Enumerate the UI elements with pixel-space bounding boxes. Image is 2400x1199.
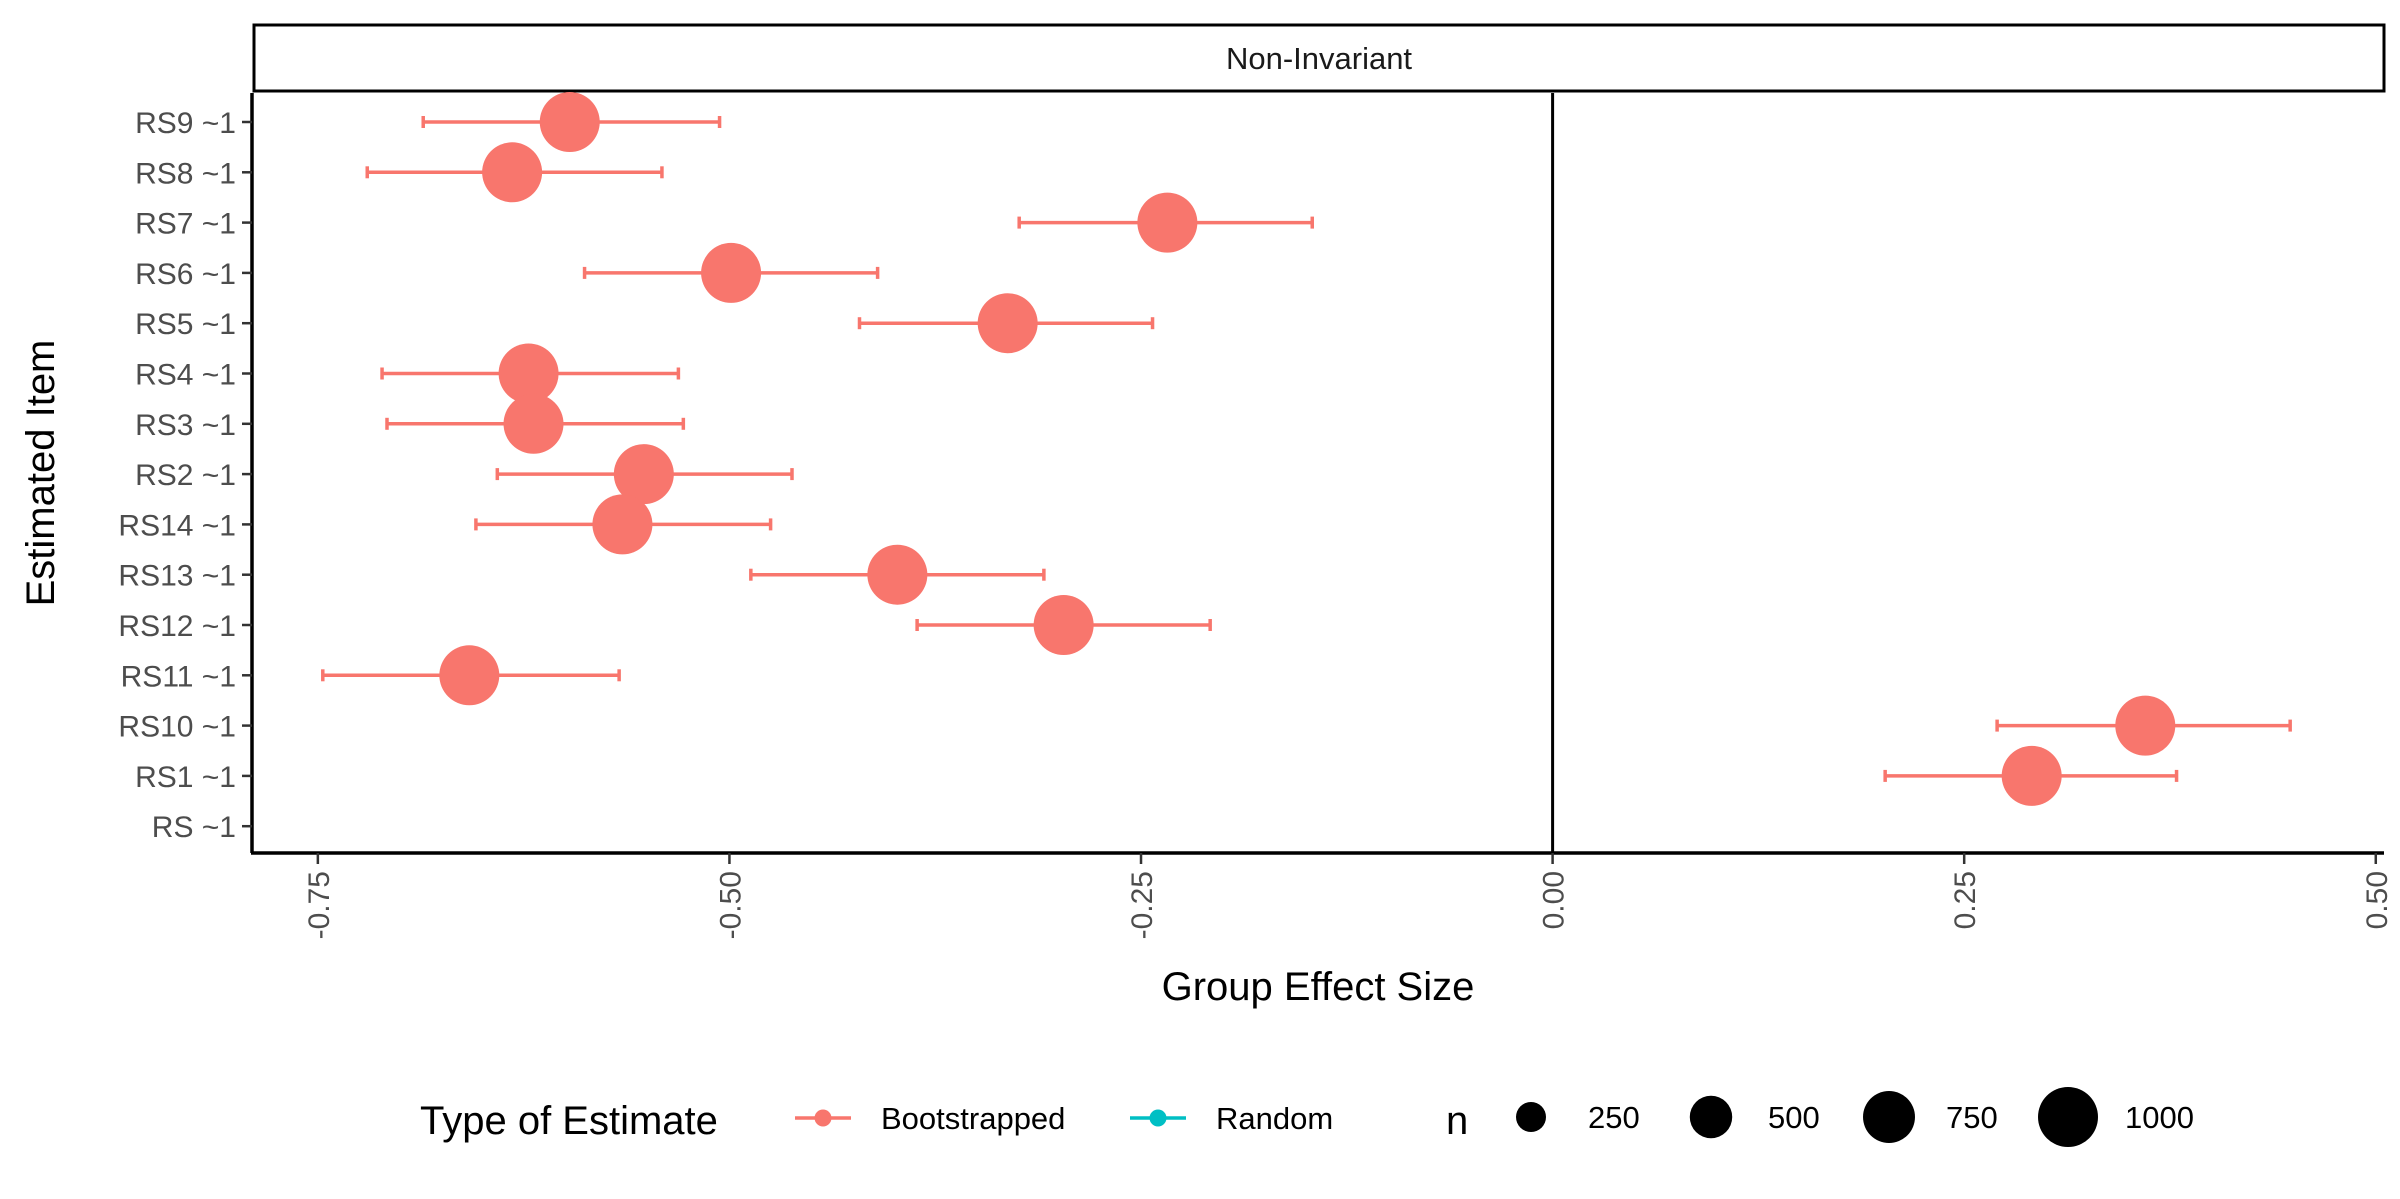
- estimate-point: [539, 92, 600, 152]
- y-tick-label: RS12 ~1: [118, 610, 236, 643]
- y-tick-label: RS6 ~1: [135, 258, 236, 291]
- legend-size-label: 1000: [2125, 1100, 2194, 1135]
- y-tick-label: RS10 ~1: [118, 711, 236, 744]
- y-tick-label: RS9 ~1: [135, 107, 236, 140]
- legend-size-point: [1516, 1102, 1546, 1132]
- legend-item-label: Random: [1216, 1101, 1333, 1136]
- facet-strip: Non-Invariant: [252, 23, 2386, 93]
- x-axis-ticks: -0.75 -0.50 -0.25 0.00 0.25 0.50: [303, 853, 2394, 939]
- legend: Type of Estimate Bootstrapped Random n 25…: [420, 1087, 2194, 1147]
- legend-item-label: Bootstrapped: [881, 1101, 1065, 1136]
- estimate-point: [503, 393, 564, 454]
- x-tick-label: -0.50: [714, 871, 747, 939]
- y-tick-label: RS7 ~1: [135, 208, 236, 241]
- legend-size-items: 250 500 750 1000: [1516, 1087, 2194, 1147]
- x-tick-label: -0.75: [303, 871, 336, 939]
- estimate-point: [592, 494, 653, 555]
- estimate-point: [1033, 595, 1094, 655]
- estimate-point: [701, 242, 762, 303]
- legend-type-items: Bootstrapped Random: [795, 1101, 1333, 1136]
- x-tick-label: 0.25: [1949, 871, 1982, 929]
- y-tick-label: RS ~1: [152, 811, 236, 844]
- estimate-point: [977, 293, 1038, 354]
- estimate-point: [867, 544, 928, 605]
- y-tick-label: RS14 ~1: [118, 509, 236, 542]
- estimate-point: [498, 343, 559, 404]
- legend-size-label: 750: [1946, 1100, 1998, 1135]
- estimate-point: [2115, 695, 2176, 756]
- legend-key-point: [814, 1109, 832, 1127]
- y-tick-label: RS13 ~1: [118, 560, 236, 593]
- y-axis-title: Estimated Item: [19, 340, 63, 607]
- facet-strip-box: [252, 23, 2386, 93]
- x-tick-label: 0.00: [1538, 871, 1571, 929]
- legend-key-point: [1149, 1109, 1167, 1127]
- legend-size-title: n: [1446, 1099, 1468, 1143]
- estimate-point: [2001, 745, 2062, 806]
- facet-strip-title: Non-Invariant: [1226, 41, 1412, 76]
- y-tick-label: RS2 ~1: [135, 459, 236, 492]
- y-tick-label: RS1 ~1: [135, 761, 236, 794]
- estimate-point: [613, 444, 674, 505]
- x-tick-label: -0.25: [1126, 871, 1159, 939]
- x-axis-title: Group Effect Size: [1162, 965, 1475, 1009]
- legend-size-label: 250: [1588, 1100, 1640, 1135]
- legend-type-title: Type of Estimate: [420, 1099, 718, 1143]
- y-tick-label: RS5 ~1: [135, 308, 236, 341]
- chart-marks: [321, 92, 2292, 806]
- y-tick-label: RS4 ~1: [135, 359, 236, 392]
- legend-size-point: [1863, 1091, 1915, 1143]
- legend-size-point: [1689, 1095, 1733, 1139]
- y-tick-label: RS8 ~1: [135, 157, 236, 190]
- estimate-point: [439, 645, 500, 706]
- estimate-point: [1137, 192, 1198, 253]
- x-tick-label: 0.50: [2361, 871, 2394, 929]
- y-tick-label: RS3 ~1: [135, 409, 236, 442]
- legend-size-label: 500: [1768, 1100, 1820, 1135]
- legend-size-point: [2038, 1087, 2098, 1147]
- estimate-point: [482, 142, 543, 203]
- y-axis-ticks: RS9 ~1 RS8 ~1 RS7 ~1 RS6 ~1 RS5 ~1 RS4 ~1 RS3 …: [118, 107, 252, 844]
- y-tick-label: RS11 ~1: [121, 660, 236, 693]
